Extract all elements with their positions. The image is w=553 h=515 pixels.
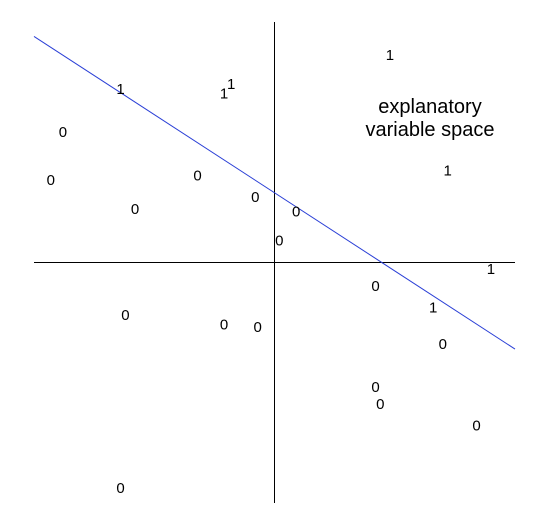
data-point-label-zero: 0 [253,319,261,336]
data-point-label-one: 1 [487,261,495,278]
data-point-label-zero: 0 [131,201,139,218]
data-point-label-one: 1 [220,86,228,103]
data-point-label-zero: 0 [220,317,228,334]
region-label-line1: explanatory [378,96,481,118]
data-point-label-one: 1 [227,76,235,93]
data-point-label-zero: 0 [193,167,201,184]
data-point-label-zero: 0 [472,418,480,435]
data-point-label-zero: 0 [275,232,283,249]
data-point-label-zero: 0 [376,396,384,413]
data-point-label-one: 1 [429,300,437,317]
data-point-label-one: 1 [443,163,451,180]
data-point-label-zero: 0 [59,124,67,141]
data-point-label-one: 1 [116,81,124,98]
data-point-label-zero: 0 [121,307,129,324]
data-point-label-zero: 0 [439,336,447,353]
data-point-label-zero: 0 [292,203,300,220]
region-label-line2: variable space [366,119,495,141]
data-point-label-one: 1 [386,47,394,64]
decision-boundary-line [33,36,516,350]
data-point-label-zero: 0 [251,189,259,206]
data-point-label-zero: 0 [47,172,55,189]
data-point-label-zero: 0 [371,379,379,396]
data-point-label-zero: 0 [371,278,379,295]
data-point-label-zero: 0 [116,480,124,497]
